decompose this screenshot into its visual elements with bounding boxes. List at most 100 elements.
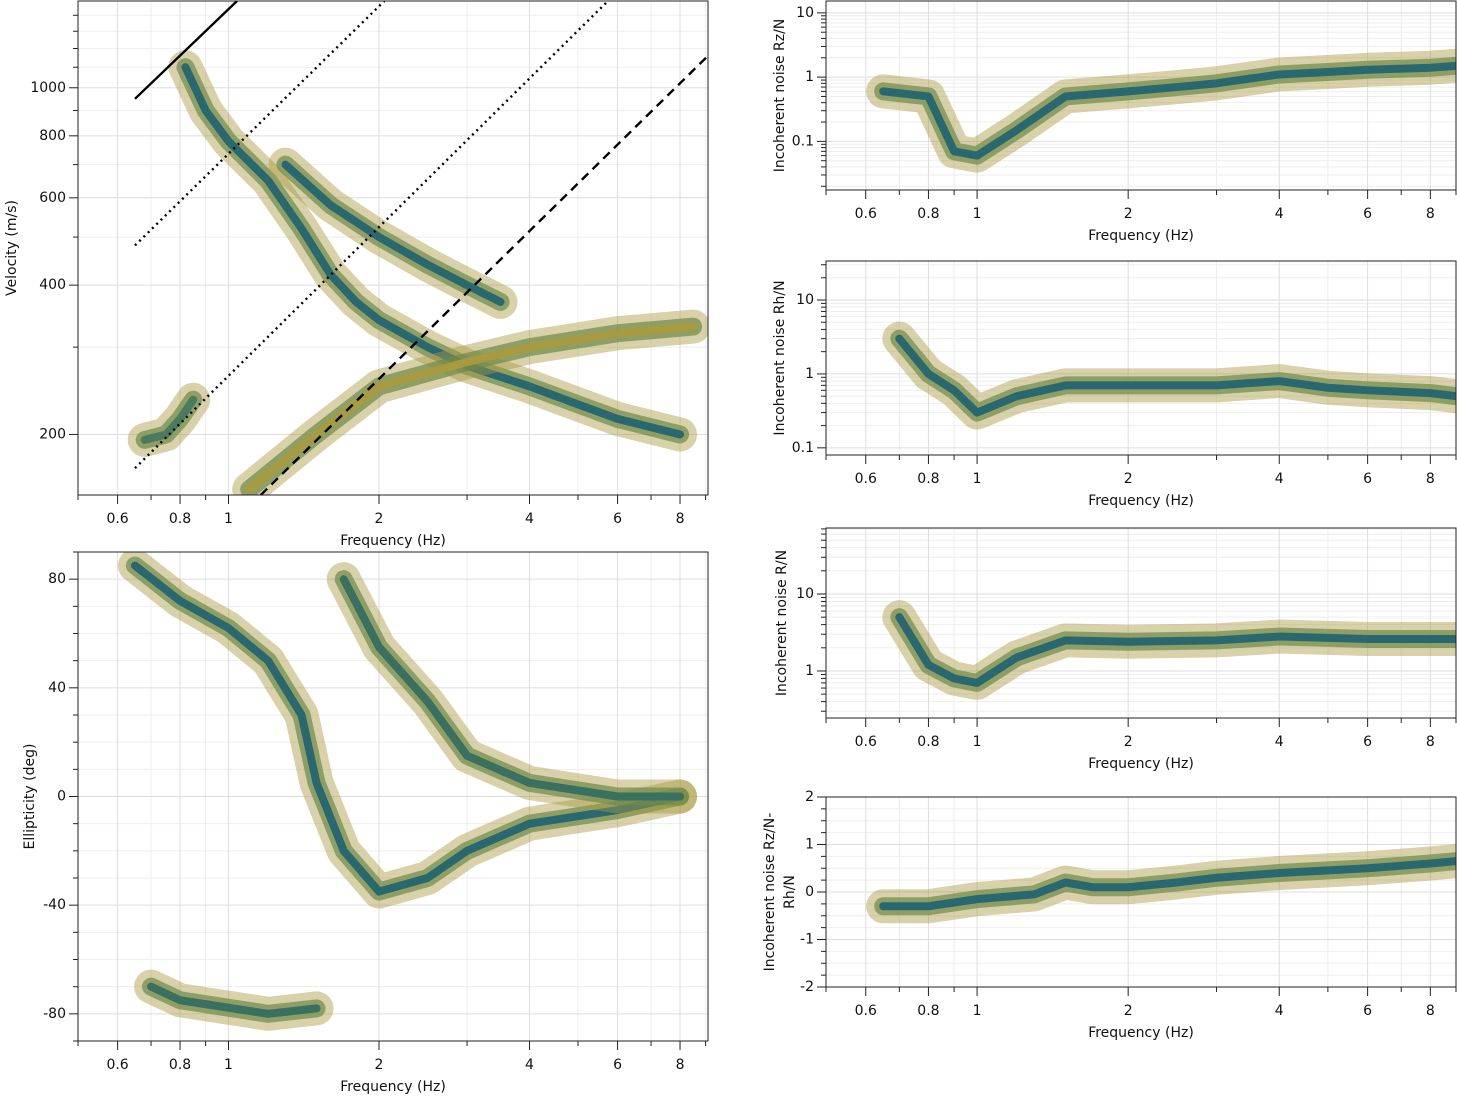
- x-tick-label: 8: [1426, 206, 1435, 222]
- x-axis-label: Frequency (Hz): [1088, 1025, 1194, 1041]
- panel: 0.6 0.8 1 2 4 6 8 0.1 1 10 Frequency (Hz) Incoheren…: [772, 260, 1457, 509]
- y-axis-label: Rh/N: [782, 875, 798, 909]
- plot-area: [882, 321, 1456, 430]
- y-tick-label: 1: [805, 663, 814, 679]
- x-tick-label: 2: [1124, 1003, 1133, 1019]
- x-tick-label: 4: [1275, 1003, 1284, 1019]
- x-tick-label: 0.8: [917, 1003, 939, 1019]
- x-tick-label: 1: [973, 1003, 982, 1019]
- density-ridge: [245, 322, 698, 494]
- y-tick-label: 1: [805, 366, 814, 382]
- x-tick-label: 1: [973, 206, 982, 222]
- x-tick-label: 8: [1426, 1003, 1435, 1019]
- y-tick-label: -80: [43, 1006, 66, 1022]
- frame: [825, 0, 1457, 191]
- x-tick-label: 0.6: [855, 206, 877, 222]
- y-axis-label: Incoherent noise Rz/N: [772, 19, 788, 173]
- x-tick-label: 6: [1363, 471, 1372, 487]
- x-tick-label: 0.8: [169, 511, 191, 527]
- density-ridge: [895, 613, 1456, 687]
- y-tick-label: 2: [805, 789, 814, 805]
- x-tick-label: 6: [613, 1057, 622, 1073]
- x-axis-label: Frequency (Hz): [1088, 756, 1194, 772]
- x-axis-label: Frequency (Hz): [340, 533, 446, 549]
- x-tick-label: 1: [224, 1057, 233, 1073]
- x-tick-label: 4: [1275, 206, 1284, 222]
- x-tick-label: 4: [1275, 734, 1284, 750]
- y-tick-label: 1000: [30, 80, 66, 96]
- x-tick-label: 6: [1363, 734, 1372, 750]
- y-axis-label: Ellipticity (deg): [22, 744, 38, 850]
- density-ridge: [879, 857, 1456, 911]
- x-tick-label: 0.8: [917, 206, 939, 222]
- x-tick-label: 1: [973, 471, 982, 487]
- x-axis-label: Frequency (Hz): [1088, 493, 1194, 509]
- panel: 0.6 0.8 1 2 4 6 8 0.1 1 10 Frequency (Hz) Incoheren…: [772, 0, 1457, 244]
- y-axis-label: Incoherent noise Rh/N: [772, 280, 788, 435]
- y-tick-label: 40: [48, 680, 66, 696]
- frame: [825, 796, 1457, 988]
- x-tick-label: 0.6: [855, 1003, 877, 1019]
- x-tick-label: 4: [525, 1057, 534, 1073]
- panel: 0.6 0.8 1 2 4 6 8 1 10 Frequency (Hz) Incoherent n…: [774, 527, 1457, 772]
- x-tick-label: 8: [1426, 734, 1435, 750]
- y-tick-label: 0.1: [792, 133, 814, 149]
- y-tick-label: 1: [805, 837, 814, 853]
- y-axis-label: Incoherent noise Rz/N-: [762, 813, 778, 972]
- y-tick-label: 600: [39, 190, 66, 206]
- panel: 0.6 0.8 1 2 4 6 8 -80 -40 0 40 80 Frequency (Hz) Elli…: [22, 551, 709, 1095]
- density-ridge: [130, 561, 685, 896]
- x-tick-label: 1: [973, 734, 982, 750]
- plot-area: [117, 552, 698, 1031]
- x-tick-label: 8: [676, 1057, 685, 1073]
- y-tick-label: 800: [39, 128, 66, 144]
- density-ridge: [339, 575, 685, 801]
- x-tick-label: 8: [1426, 471, 1435, 487]
- y-tick-label: 80: [48, 571, 66, 587]
- reference-line: [134, 1, 386, 247]
- density-ridge: [879, 61, 1456, 160]
- x-tick-label: 4: [525, 511, 534, 527]
- plot-area: [882, 600, 1456, 700]
- x-tick-label: 2: [1124, 734, 1133, 750]
- y-tick-label: 10: [796, 5, 814, 21]
- x-tick-label: 1: [224, 511, 233, 527]
- x-tick-label: 0.6: [855, 471, 877, 487]
- density-ridge: [895, 334, 1456, 417]
- x-tick-label: 6: [1363, 1003, 1372, 1019]
- y-axis-label: Velocity (m/s): [4, 200, 20, 296]
- x-tick-label: 4: [1275, 471, 1284, 487]
- y-axis-label: Incoherent noise R/N: [774, 550, 790, 696]
- y-tick-label: -2: [800, 979, 814, 995]
- density-ridge: [147, 982, 321, 1018]
- y-tick-label: 0.1: [792, 440, 814, 456]
- x-tick-label: 2: [375, 511, 384, 527]
- frame: [77, 0, 709, 496]
- x-tick-label: 6: [1363, 206, 1372, 222]
- y-tick-label: 0: [805, 884, 814, 900]
- y-tick-label: 200: [39, 426, 66, 442]
- plot-area: [866, 48, 1456, 173]
- y-tick-label: -40: [43, 897, 66, 913]
- plot-area: [866, 844, 1456, 924]
- y-tick-label: 1: [805, 69, 814, 85]
- x-tick-label: 8: [676, 511, 685, 527]
- frame: [825, 260, 1457, 456]
- panel: 0.6 0.8 1 2 4 6 8 -2 -1 0 1 2 Frequency (Hz) Incohere…: [762, 789, 1457, 1041]
- y-tick-label: 10: [796, 586, 814, 602]
- y-tick-label: -1: [800, 932, 814, 948]
- x-tick-label: 0.8: [169, 1057, 191, 1073]
- x-tick-label: 0.6: [855, 734, 877, 750]
- x-tick-label: 6: [613, 511, 622, 527]
- panel: 0.6 0.8 1 2 4 6 8 200 400 600 800 1000 Frequency (Hz…: [4, 0, 709, 549]
- y-tick-label: 400: [39, 277, 66, 293]
- x-tick-label: 2: [1124, 206, 1133, 222]
- density-band: [125, 556, 690, 901]
- frame: [77, 551, 709, 1042]
- x-tick-label: 0.8: [917, 471, 939, 487]
- x-tick-label: 0.6: [106, 511, 128, 527]
- x-axis-label: Frequency (Hz): [340, 1079, 446, 1095]
- y-tick-label: 10: [796, 292, 814, 308]
- x-tick-label: 2: [1124, 471, 1133, 487]
